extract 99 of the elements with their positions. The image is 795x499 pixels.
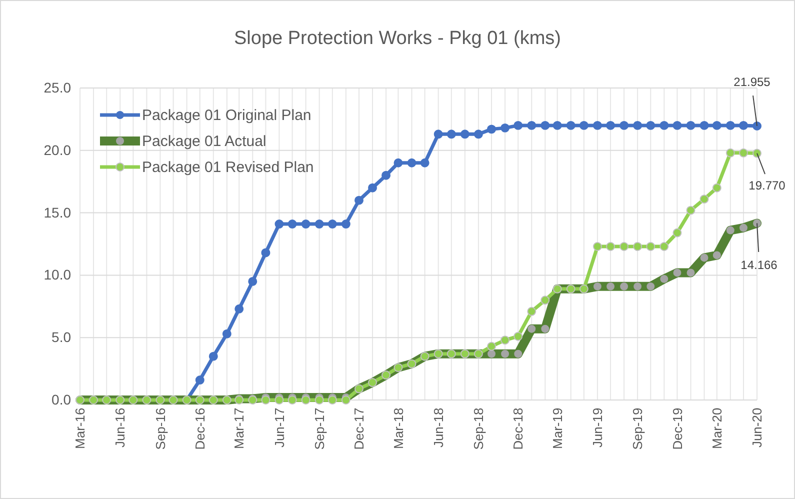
legend-label: Package 01 Actual xyxy=(142,133,266,150)
data-label: 14.166 xyxy=(740,258,778,272)
x-tick-label: Dec-16 xyxy=(192,408,208,450)
point xyxy=(514,120,523,130)
x-tick-label: Sep-16 xyxy=(152,408,168,450)
y-tick-label: 20.0 xyxy=(44,142,72,158)
point xyxy=(222,329,232,338)
point xyxy=(446,130,456,139)
x-tick-label: Jun-16 xyxy=(112,408,128,448)
point xyxy=(328,220,337,229)
point xyxy=(487,342,496,351)
point xyxy=(382,170,391,180)
point xyxy=(552,120,562,130)
point xyxy=(566,120,576,130)
point xyxy=(672,120,682,130)
point xyxy=(487,124,496,134)
y-tick-label: 5.0 xyxy=(52,329,72,346)
point xyxy=(354,196,364,205)
point xyxy=(620,120,629,130)
y-tick-label: 10.0 xyxy=(44,266,72,283)
point xyxy=(633,242,642,251)
y-tick-label: 15.0 xyxy=(44,204,72,220)
point xyxy=(540,296,550,305)
x-tick-label: Mar-17 xyxy=(232,408,247,449)
point xyxy=(195,376,204,385)
point xyxy=(660,120,669,130)
point xyxy=(738,120,748,130)
point xyxy=(726,120,735,130)
point xyxy=(341,220,350,229)
point xyxy=(420,158,430,168)
point xyxy=(368,183,377,192)
point xyxy=(301,396,310,404)
legend-label: Package 01 Revised Plan xyxy=(142,159,314,176)
point xyxy=(261,396,270,404)
point xyxy=(500,336,510,345)
point xyxy=(660,242,669,251)
point xyxy=(752,122,762,130)
x-tick-label: Jun-20 xyxy=(750,408,765,448)
data-label: 19.770 xyxy=(748,178,786,192)
x-tick-label: Mar-19 xyxy=(550,408,565,449)
point xyxy=(274,220,284,229)
x-tick-label: Sep-19 xyxy=(630,408,646,450)
point xyxy=(527,120,536,130)
point xyxy=(407,158,416,168)
point xyxy=(474,130,483,139)
point xyxy=(234,304,244,314)
y-tick-label: 0.0 xyxy=(52,391,72,408)
point xyxy=(606,242,616,251)
x-tick-label: Jun-18 xyxy=(430,408,446,448)
x-tick-label: Jun-19 xyxy=(590,408,605,448)
point xyxy=(726,148,735,158)
x-tick-label: Dec-18 xyxy=(510,408,526,450)
point xyxy=(738,148,748,158)
x-tick-label: Sep-17 xyxy=(312,408,327,450)
legend-label: Package 01 Original Plan xyxy=(142,107,312,124)
point xyxy=(700,194,709,204)
x-tick-label: Mar-16 xyxy=(72,408,88,449)
chart-title: Slope Protection Works - Pkg 01 (kms) xyxy=(234,28,561,49)
point xyxy=(301,220,310,229)
point xyxy=(314,396,324,404)
x-tick-label: Sep-18 xyxy=(470,408,486,450)
point xyxy=(540,120,550,130)
point xyxy=(261,248,270,258)
point xyxy=(274,396,284,404)
point xyxy=(527,306,536,316)
point xyxy=(341,396,350,404)
point xyxy=(579,120,588,130)
point xyxy=(686,120,696,130)
point xyxy=(646,120,656,130)
point xyxy=(633,120,642,130)
point xyxy=(314,220,324,229)
point xyxy=(514,332,523,341)
x-tick-label: Dec-19 xyxy=(670,408,685,450)
point xyxy=(328,396,337,404)
x-tick-label: Mar-18 xyxy=(390,408,406,449)
point xyxy=(394,158,403,168)
point xyxy=(620,242,629,251)
point xyxy=(434,130,443,139)
x-tick-label: Jun-17 xyxy=(272,408,287,448)
data-label: 21.955 xyxy=(734,75,771,89)
point xyxy=(248,276,258,286)
point xyxy=(686,206,696,215)
point xyxy=(712,120,722,130)
point xyxy=(460,130,470,139)
point xyxy=(592,242,602,251)
point xyxy=(592,120,602,130)
point xyxy=(606,120,616,130)
point xyxy=(500,123,510,132)
point xyxy=(712,183,722,192)
point xyxy=(288,220,297,229)
point xyxy=(646,242,656,251)
point xyxy=(208,352,218,361)
point xyxy=(752,148,762,158)
point xyxy=(700,120,709,130)
point xyxy=(288,396,297,404)
point xyxy=(672,228,682,238)
x-tick-label: Mar-20 xyxy=(709,408,724,449)
x-tick-label: Dec-17 xyxy=(352,408,367,450)
y-tick-label: 25.0 xyxy=(44,79,72,96)
